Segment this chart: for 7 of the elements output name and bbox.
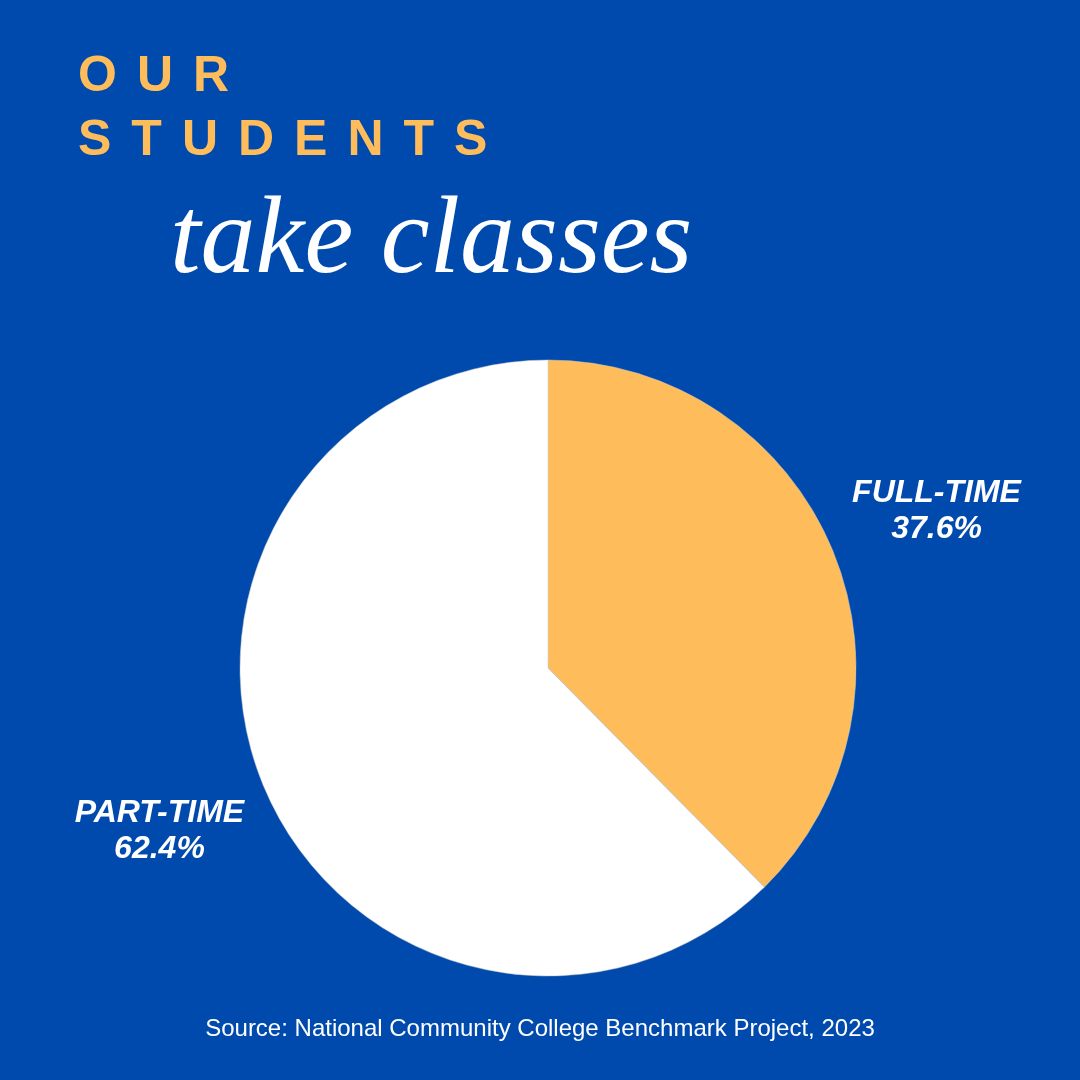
chart-title: OUR STUDENTS <box>78 45 508 168</box>
chart-subtitle: take classes <box>170 173 693 298</box>
data-label: 62.4% <box>114 828 205 865</box>
slice-label: PART-TIME <box>74 792 246 829</box>
source-note: Source: National Community College Benchmark Project, 2023 <box>204 1014 876 1042</box>
data-label: 37.6% <box>891 509 982 546</box>
slice-label: FULL-TIME <box>852 473 1023 510</box>
